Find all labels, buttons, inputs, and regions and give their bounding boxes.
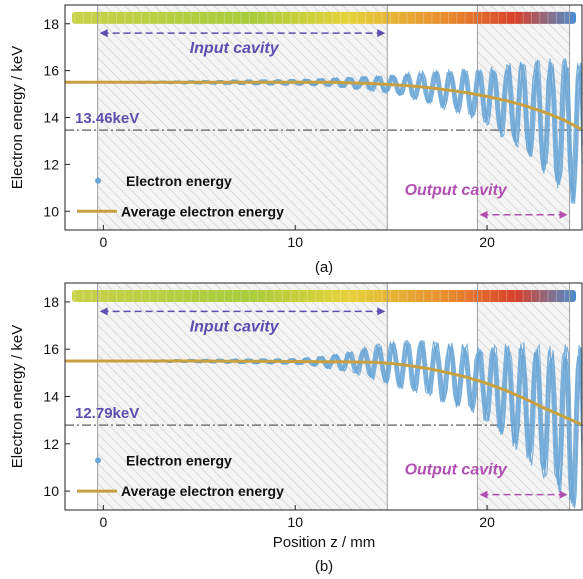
legend-average-electron-energy: Average electron energy	[121, 483, 284, 499]
reference-energy-label: 12.79keV	[75, 405, 139, 422]
y-tick-label: 10	[43, 203, 59, 219]
legend-electron-marker	[95, 177, 101, 184]
x-tick-label: 0	[99, 234, 107, 250]
y-tick-label: 14	[43, 110, 59, 126]
y-tick-label: 18	[43, 16, 59, 32]
legend-electron-energy: Electron energy	[126, 173, 232, 189]
x-tick-label: 20	[479, 234, 495, 250]
y-tick-label: 10	[43, 483, 59, 499]
arrow-head	[377, 29, 386, 38]
x-tick-label: 10	[287, 234, 303, 250]
reference-energy-label: 13.46keV	[75, 110, 139, 127]
arrow-head	[377, 307, 386, 316]
panel-b: 0 10 20 10 12 14 16 18 Input cavity Output cavi…	[9, 282, 583, 575]
input-cavity-label: Input cavity	[190, 40, 280, 57]
legend-electron-energy: Electron energy	[126, 452, 232, 468]
input-cavity-region	[97, 5, 388, 230]
y-tick-label: 12	[43, 436, 59, 452]
x-tick-label: 10	[287, 514, 303, 530]
arrow-head	[559, 210, 568, 219]
y-tick-label: 12	[43, 156, 59, 172]
average-electron-energy-line	[65, 80, 582, 131]
electron-beam-strip	[72, 11, 576, 24]
panel-a: 0 10 20 10 12 14 16 18 Input cavity Output cavi…	[9, 4, 583, 276]
arrow-head	[479, 210, 488, 219]
electron-beam-strip	[72, 290, 576, 303]
y-tick-label: 16	[43, 63, 59, 79]
arrow-head	[559, 490, 568, 499]
y-axis-label: Electron energy / keV	[9, 325, 26, 468]
y-tick-label: 18	[43, 294, 59, 310]
input-cavity-region	[97, 283, 388, 510]
panel-label: (a)	[315, 259, 333, 276]
input-cavity-label: Input cavity	[190, 318, 280, 335]
x-tick-label: 20	[479, 514, 495, 530]
output-cavity-label: Output cavity	[405, 182, 508, 199]
arrow-head	[99, 29, 108, 38]
average-electron-energy-line	[65, 359, 582, 426]
x-axis-label: Position z / mm	[273, 534, 376, 551]
legend-electron-marker	[95, 457, 101, 464]
legend: Electron energy Average electron energy	[77, 173, 284, 219]
arrow-head	[479, 490, 488, 499]
legend-average-electron-energy: Average electron energy	[121, 203, 284, 219]
y-tick-label: 16	[43, 341, 59, 357]
legend: Electron energy Average electron energy	[77, 452, 284, 499]
panel-label: (b)	[315, 558, 333, 575]
y-axis-label: Electron energy / keV	[9, 46, 26, 189]
y-tick-label: 14	[43, 389, 59, 405]
output-cavity-label: Output cavity	[405, 462, 508, 479]
arrow-head	[99, 307, 108, 316]
x-tick-label: 0	[99, 514, 107, 530]
